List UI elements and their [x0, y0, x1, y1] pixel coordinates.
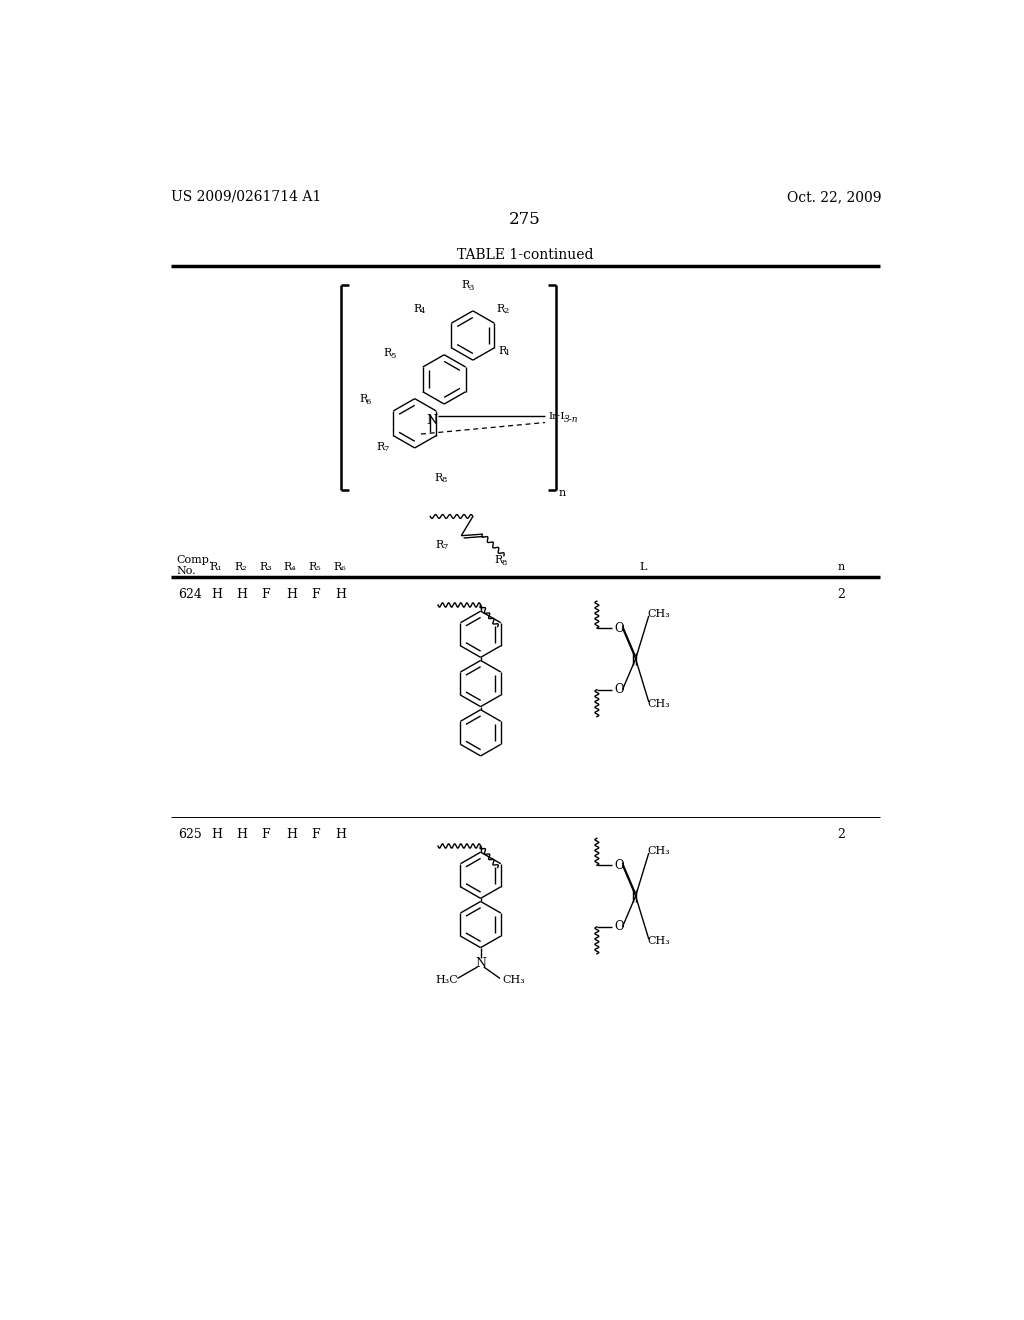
Text: F: F — [311, 589, 319, 602]
Text: 1: 1 — [506, 350, 511, 358]
Text: CH₃: CH₃ — [647, 846, 670, 857]
Text: H: H — [212, 589, 222, 602]
Text: R₆: R₆ — [334, 561, 346, 572]
Text: H: H — [212, 828, 222, 841]
Text: F: F — [311, 828, 319, 841]
Text: O: O — [614, 859, 625, 871]
Text: 7: 7 — [442, 544, 449, 552]
Text: R: R — [414, 304, 422, 314]
Text: R: R — [497, 304, 505, 314]
Text: No.: No. — [176, 566, 196, 576]
Text: R₄: R₄ — [284, 561, 297, 572]
Text: O: O — [614, 920, 625, 933]
Text: R: R — [495, 556, 503, 565]
Text: CH₃: CH₃ — [647, 610, 670, 619]
Text: H: H — [237, 828, 248, 841]
Text: n: n — [558, 488, 565, 498]
Text: 8: 8 — [441, 477, 446, 484]
Text: N: N — [426, 413, 437, 426]
Text: Ir·L: Ir·L — [548, 412, 567, 421]
Text: n: n — [838, 561, 845, 572]
Text: Comp.: Comp. — [176, 556, 212, 565]
Text: H: H — [286, 589, 297, 602]
Text: 4: 4 — [420, 306, 426, 315]
Text: F: F — [261, 589, 270, 602]
Text: H: H — [286, 828, 297, 841]
Text: R: R — [499, 346, 507, 356]
Text: O: O — [614, 622, 625, 635]
Text: 3: 3 — [468, 284, 473, 292]
Text: 624: 624 — [178, 589, 203, 602]
Text: 625: 625 — [178, 828, 202, 841]
Text: R: R — [434, 473, 442, 483]
Text: R₃: R₃ — [259, 561, 271, 572]
Text: US 2009/0261714 A1: US 2009/0261714 A1 — [171, 190, 321, 203]
Text: R₂: R₂ — [234, 561, 247, 572]
Text: 2: 2 — [838, 828, 845, 841]
Text: O: O — [614, 684, 625, 696]
Text: R: R — [435, 540, 444, 550]
Text: TABLE 1-continued: TABLE 1-continued — [457, 248, 593, 261]
Text: F: F — [261, 828, 270, 841]
Text: R₁: R₁ — [209, 561, 222, 572]
Text: R: R — [376, 442, 384, 453]
Text: 5: 5 — [391, 351, 396, 359]
Text: R: R — [461, 280, 469, 290]
Text: H₃C: H₃C — [435, 975, 459, 985]
Text: 3-n: 3-n — [563, 414, 579, 424]
Text: 8: 8 — [502, 558, 507, 566]
Text: 2: 2 — [504, 306, 509, 315]
Text: R₅: R₅ — [308, 561, 322, 572]
Text: 2: 2 — [838, 589, 845, 602]
Text: H: H — [237, 589, 248, 602]
Text: Oct. 22, 2009: Oct. 22, 2009 — [786, 190, 882, 203]
Text: 275: 275 — [509, 211, 541, 228]
Text: CH₃: CH₃ — [647, 936, 670, 945]
Text: L: L — [640, 561, 647, 572]
Text: R: R — [359, 395, 368, 404]
Text: H: H — [336, 589, 347, 602]
Text: 7: 7 — [383, 445, 388, 454]
Text: 6: 6 — [366, 397, 371, 405]
Text: R: R — [384, 348, 392, 358]
Text: N: N — [475, 957, 486, 970]
Text: H: H — [336, 828, 347, 841]
Text: CH₃: CH₃ — [647, 698, 670, 709]
Text: CH₃: CH₃ — [503, 975, 525, 985]
